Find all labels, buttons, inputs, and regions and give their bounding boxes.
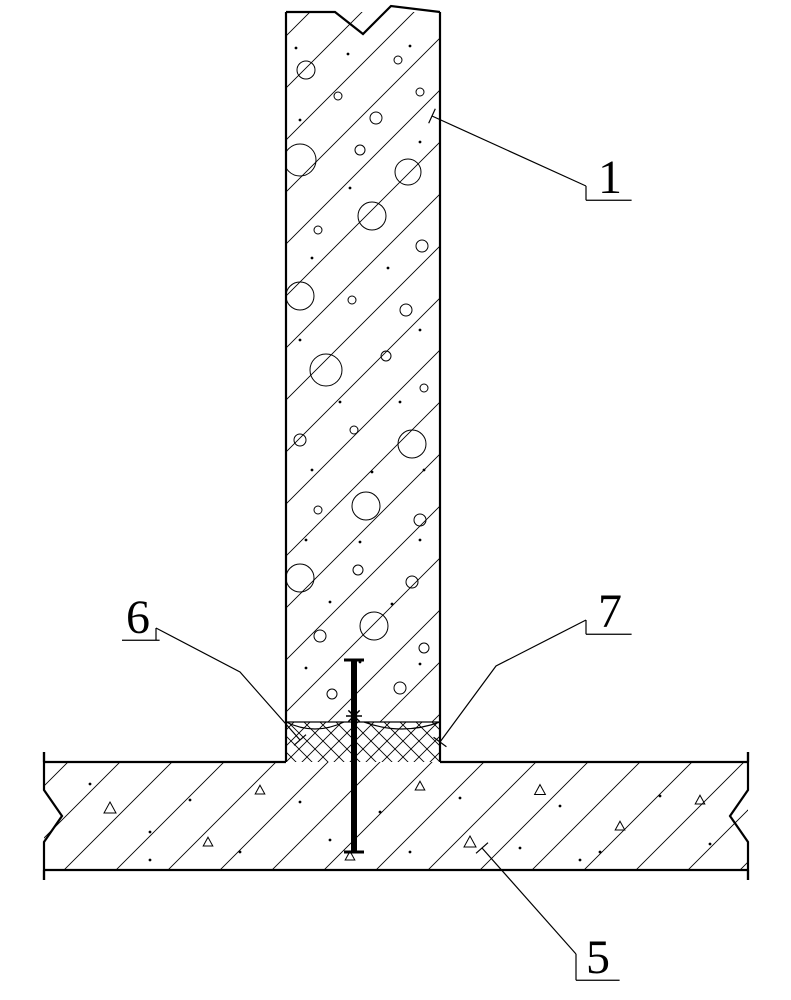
label-text-1: 1 (598, 151, 622, 204)
label-6: 6 (122, 591, 306, 745)
joint-top-dip-left (286, 722, 344, 729)
slab-hatch (0, 0, 791, 1000)
wall-break-top (286, 6, 440, 34)
leader-7 (440, 620, 586, 742)
label-text-5: 5 (586, 931, 610, 984)
label-text-7: 7 (598, 585, 622, 638)
leader-6 (156, 628, 300, 740)
slab-aggregate (89, 781, 712, 861)
joint-fill-hatch (246, 488, 480, 994)
leader-1 (432, 116, 586, 186)
wall-hatch (206, 0, 520, 1000)
label-1: 1 (429, 109, 632, 204)
label-5: 5 (476, 843, 620, 984)
wall-aggregate (284, 45, 429, 699)
label-7: 7 (434, 585, 632, 747)
label-text-6: 6 (126, 591, 150, 644)
leader-5 (482, 848, 576, 954)
